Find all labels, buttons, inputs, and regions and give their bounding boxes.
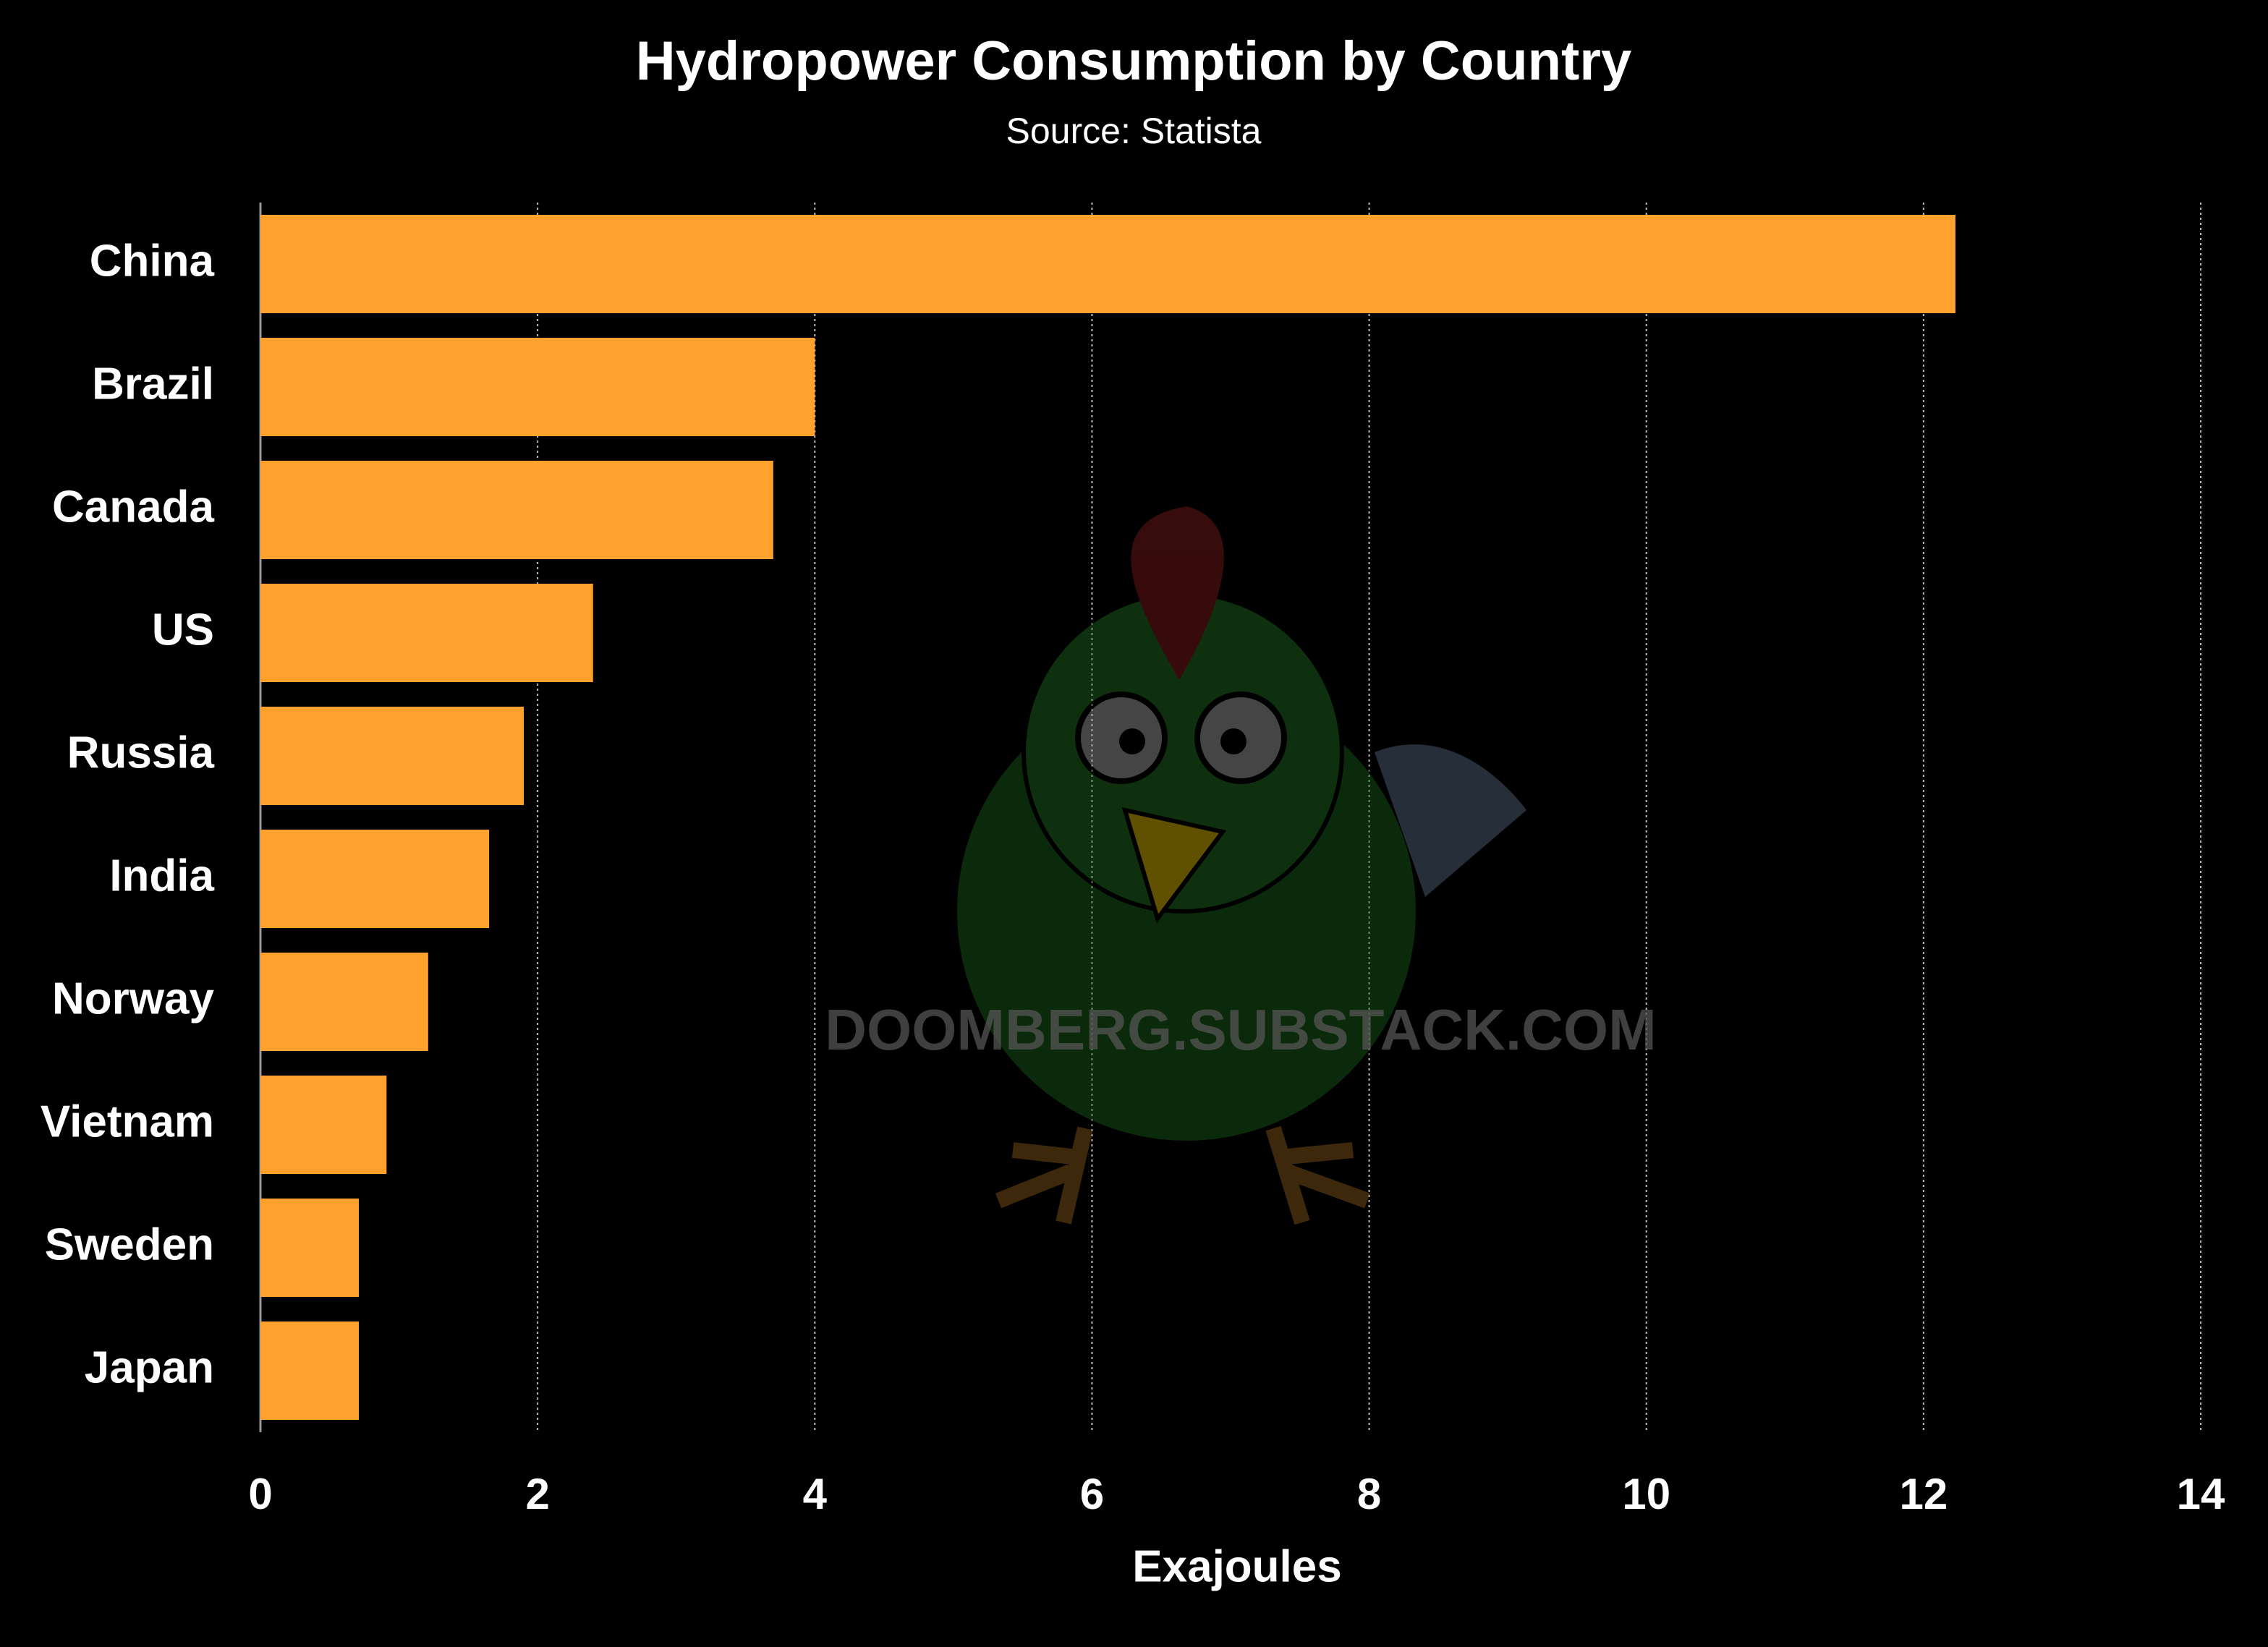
x-tick-label: 4 bbox=[803, 1470, 828, 1518]
y-tick-label: Vietnam bbox=[41, 1097, 214, 1146]
y-tick-label: Sweden bbox=[45, 1220, 214, 1269]
x-tick-label: 2 bbox=[525, 1470, 549, 1518]
bar bbox=[260, 953, 428, 1051]
bar bbox=[260, 707, 524, 805]
bar bbox=[260, 461, 773, 559]
bar bbox=[260, 830, 490, 928]
y-tick-label: China bbox=[90, 236, 215, 286]
x-tick-label: 12 bbox=[1899, 1470, 1948, 1518]
y-tick-label: Brazil bbox=[92, 359, 214, 409]
y-tick-label: US bbox=[152, 605, 214, 655]
y-tick-label: Russia bbox=[67, 728, 215, 778]
chart-title: Hydropower Consumption by Country bbox=[636, 30, 1631, 92]
y-tick-label: Japan bbox=[85, 1342, 214, 1392]
bar bbox=[260, 1199, 360, 1297]
bar bbox=[260, 584, 593, 682]
y-tick-label: India bbox=[109, 851, 214, 901]
x-axis-label: Exajoules bbox=[1132, 1541, 1341, 1591]
bar bbox=[260, 215, 1955, 313]
x-tick-label: 8 bbox=[1357, 1470, 1381, 1518]
chart-subtitle: Source: Statista bbox=[1006, 111, 1262, 151]
watermark: DOOMBERG.SUBSTACK.COM bbox=[825, 997, 1657, 1062]
plot-area: 0 2 4 6 8 10 12 14 China Brazil Canada US Russia Indi… bbox=[41, 203, 2225, 1518]
y-tick-label: Norway bbox=[52, 974, 214, 1023]
y-tick-label: Canada bbox=[52, 482, 214, 532]
x-tick-label: 6 bbox=[1080, 1470, 1104, 1518]
bar bbox=[260, 338, 815, 436]
x-tick-label: 14 bbox=[2177, 1470, 2225, 1518]
bar bbox=[260, 1076, 387, 1174]
x-tick-label: 0 bbox=[248, 1470, 272, 1518]
bar bbox=[260, 1322, 360, 1420]
x-tick-label: 10 bbox=[1622, 1470, 1670, 1518]
watermark-mascot bbox=[953, 506, 1526, 1225]
